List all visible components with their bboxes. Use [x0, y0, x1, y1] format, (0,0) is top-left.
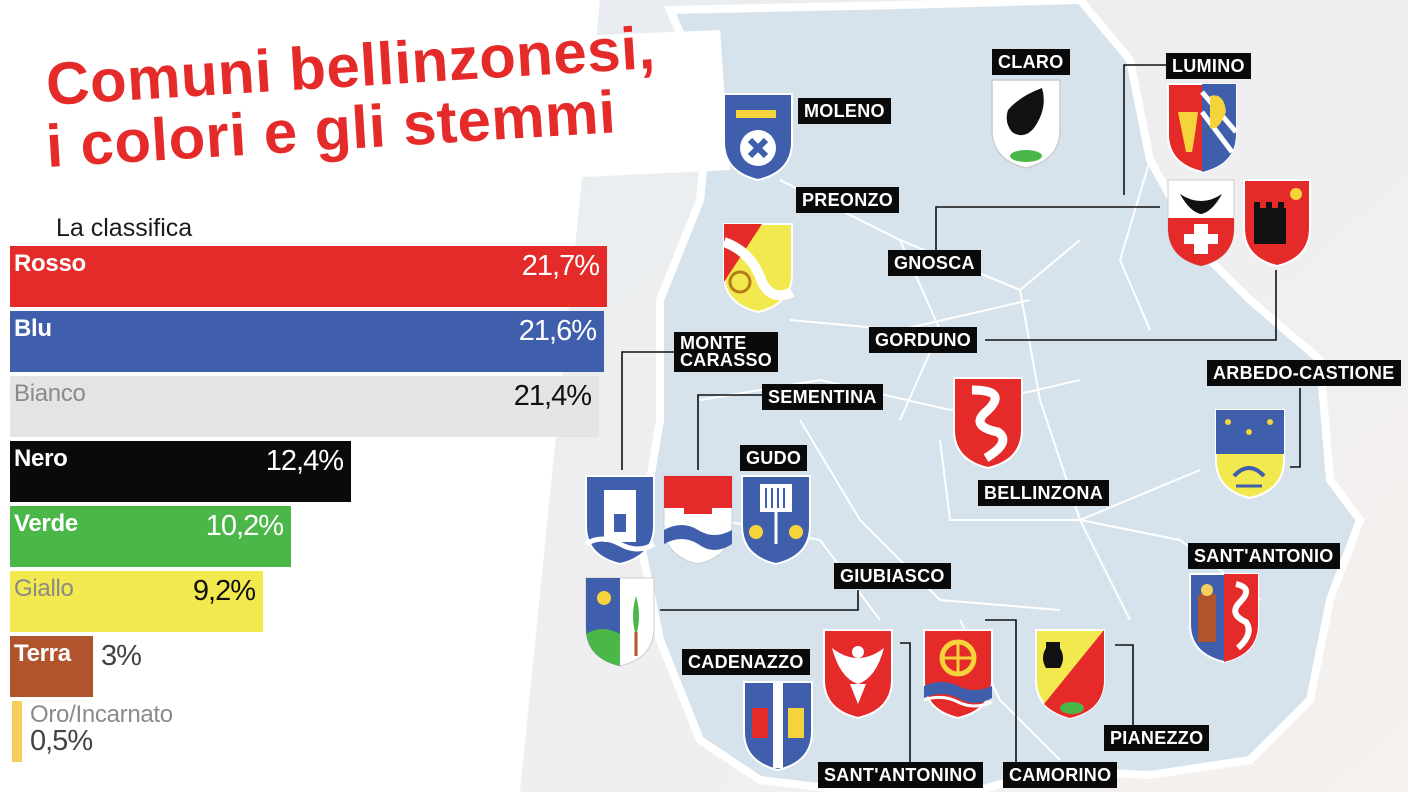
chart-subtitle: La classifica: [56, 214, 193, 242]
label-monte-carasso: MONTE CARASSO: [674, 332, 779, 372]
camorino-coat-of-arms-icon: [923, 629, 993, 720]
bar-value-bianco: 21,4%: [513, 380, 592, 412]
bar-blu: [10, 311, 604, 372]
leader-line-giubiasco: [660, 590, 859, 611]
bar-label-terra: Terra: [14, 640, 71, 667]
bar-bianco: [10, 376, 599, 437]
monte-carasso-coat-of-arms-icon: [584, 475, 656, 566]
bar-oro-incarnato: [12, 701, 22, 762]
bar-value-nero: 12,4%: [265, 445, 344, 477]
sant-antonino-coat-of-arms-icon: [823, 629, 893, 720]
label-gnosca: GNOSCA: [888, 250, 981, 276]
label-bellinzona: BELLINZONA: [978, 480, 1109, 506]
label-preonzo: PREONZO: [796, 187, 900, 213]
label-moleno: MOLENO: [798, 98, 891, 124]
lumino-coat-of-arms-icon: [1167, 83, 1238, 174]
bar-nero: [10, 441, 351, 502]
leader-line-lumino: [1123, 64, 1168, 195]
bar-verde: [10, 506, 291, 567]
label-sementina: SEMENTINA: [762, 384, 883, 410]
moleno-coat-of-arms-icon: [723, 93, 793, 182]
label-cadenazzo: CADENAZZO: [682, 649, 810, 675]
label-camorino: CAMORINO: [1003, 762, 1118, 788]
leader-line-gorduno: [985, 270, 1277, 341]
pianezzo-coat-of-arms-icon: [1035, 629, 1105, 720]
leader-line-gnosca: [935, 206, 1160, 250]
gnosca-coat-of-arms-icon: [1167, 179, 1235, 267]
giubiasco-coat-of-arms-icon: [585, 577, 655, 667]
label-arbedo-castione: ARBEDO-CASTIONE: [1207, 360, 1401, 386]
leader-line-pianezzo: [1115, 644, 1134, 725]
label-pianezzo: PIANEZZO: [1104, 725, 1210, 751]
sant-antonio-coat-of-arms-icon: [1189, 573, 1259, 664]
label-gudo: GUDO: [740, 445, 808, 471]
bar-terra: [10, 636, 93, 697]
label-sant-antonio: SANT'ANTONIO: [1188, 543, 1340, 569]
leader-line-monte-carasso: [621, 351, 674, 470]
label-lumino: LUMINO: [1166, 53, 1251, 79]
bar-label-rosso: Rosso: [14, 250, 86, 277]
cadenazzo-coat-of-arms-icon: [743, 681, 813, 772]
label-gorduno: GORDUNO: [869, 327, 978, 353]
bar-value-terra: 3%: [101, 640, 142, 672]
bar-rosso: [10, 246, 607, 307]
leader-line-sant-antonino: [900, 642, 911, 762]
bar-value-blu: 21,6%: [518, 315, 597, 347]
bar-giallo: [10, 571, 263, 632]
bar-label-blu: Blu: [14, 315, 52, 342]
arbedo-castione-coat-of-arms-icon: [1215, 409, 1285, 500]
bar-label-nero: Nero: [14, 445, 68, 472]
bar-label-bianco: Bianco: [14, 380, 86, 407]
claro-coat-of-arms-icon: [991, 79, 1061, 169]
bar-value-oro-incarnato: 0,5%: [30, 725, 93, 757]
gorduno-coat-of-arms-icon: [1243, 179, 1311, 268]
bellinzona-coat-of-arms-icon: [953, 377, 1023, 470]
preonzo-coat-of-arms-icon: [722, 223, 794, 314]
leader-line-arbedo: [1290, 388, 1301, 468]
bar-label-verde: Verde: [14, 510, 78, 537]
label-giubiasco: GIUBIASCO: [834, 563, 951, 589]
label-sant-antonino: SANT'ANTONINO: [818, 762, 983, 788]
gudo-coat-of-arms-icon: [741, 475, 811, 566]
label-claro: CLARO: [992, 49, 1070, 75]
leader-line-sementina: [697, 394, 762, 470]
sementina-coat-of-arms-icon: [663, 475, 733, 565]
leader-line-camorino: [985, 619, 1017, 762]
bar-value-verde: 10,2%: [205, 510, 284, 542]
bar-label-oro-incarnato: Oro/Incarnato: [30, 701, 173, 728]
bar-label-giallo: Giallo: [14, 575, 74, 602]
bar-value-giallo: 9,2%: [192, 575, 256, 607]
bar-value-rosso: 21,7%: [521, 250, 600, 282]
